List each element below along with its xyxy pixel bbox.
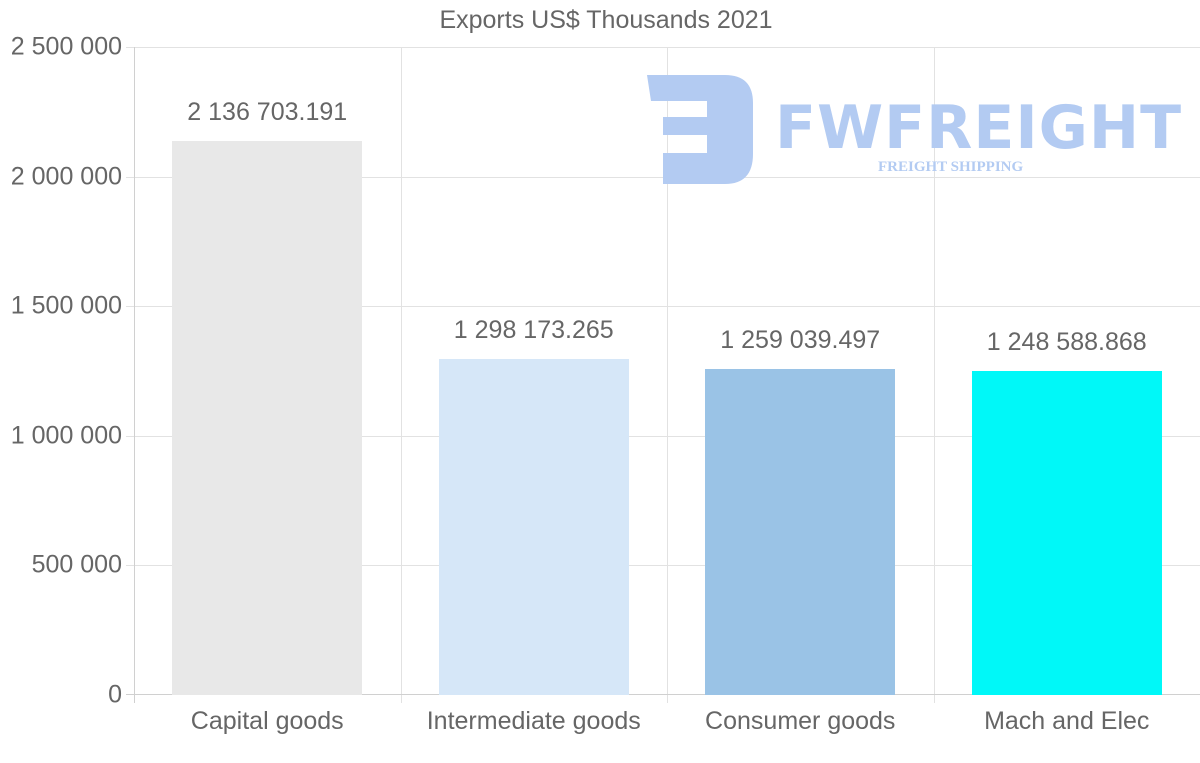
- bar-value-label: 1 298 173.265: [453, 315, 614, 344]
- chart-title: Exports US$ Thousands 2021: [439, 6, 773, 34]
- bar-mach-and-elec[interactable]: [971, 371, 1162, 695]
- x-tick-label: Mach and Elec: [984, 707, 1150, 735]
- bar-intermediate-goods[interactable]: [438, 358, 629, 695]
- x-gridline: [400, 47, 402, 703]
- bar-capital-goods[interactable]: [172, 141, 363, 695]
- y-tick-label: 1 000 000: [10, 421, 122, 450]
- x-gridline: [933, 47, 935, 703]
- y-axis-line: [134, 47, 135, 703]
- y-tick-label: 2 000 000: [10, 162, 122, 191]
- plot-area: 2 136 703.191 Capital goods 1 298 173.265 I…: [126, 47, 1200, 735]
- y-gridline: [126, 435, 1200, 437]
- y-tick-label: 2 500 000: [10, 32, 122, 61]
- bar-consumer-goods[interactable]: [705, 368, 896, 695]
- bar-value-label: 1 248 588.868: [986, 328, 1147, 357]
- bar-value-label: 1 259 039.497: [720, 325, 881, 354]
- y-gridline: [126, 47, 1200, 48]
- y-gridline: [126, 306, 1200, 308]
- x-tick-label: Consumer goods: [705, 707, 896, 735]
- y-gridline: [126, 565, 1200, 567]
- x-tick-label: Intermediate goods: [426, 707, 641, 735]
- y-tick-label: 0: [108, 680, 122, 709]
- x-tick-label: Capital goods: [190, 707, 344, 735]
- y-tick-label: 500 000: [31, 550, 122, 579]
- y-tick-label: 1 500 000: [10, 291, 122, 320]
- x-axis-line: [126, 694, 1200, 695]
- x-gridline: [667, 47, 668, 703]
- bar-value-label: 2 136 703.191: [187, 98, 348, 127]
